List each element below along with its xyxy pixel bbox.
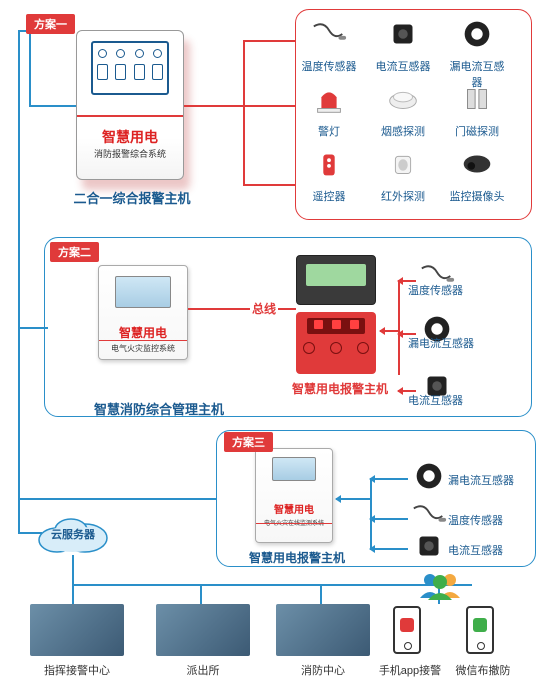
plan1-sensor-label-3: 警灯 xyxy=(298,123,360,139)
plan2-sensor-label-2: 电流互感器 xyxy=(408,392,498,408)
plan3-sensor-label-2: 电流互感器 xyxy=(448,542,528,558)
plan1-bus-r2 xyxy=(243,105,295,107)
plan1-sensor-3 xyxy=(310,83,348,115)
plan1-bus-r1 xyxy=(243,40,295,42)
plan1-sensor-label-7: 红外探测 xyxy=(372,188,434,204)
plan1-host-sub: 消防报警综合系统 xyxy=(77,147,183,160)
trunk-to-p2 xyxy=(18,327,48,329)
bottom-label-1: 派出所 xyxy=(156,662,250,678)
cloud-label: 云服务器 xyxy=(35,526,111,542)
plan1-sensor-0 xyxy=(310,18,348,50)
plan2-sensor-label-0: 温度传感器 xyxy=(408,282,498,298)
plan1-sensor-label-0: 温度传感器 xyxy=(298,58,360,74)
bottom-label-4: 微信布撤防 xyxy=(448,662,518,678)
plan2-mid-red xyxy=(296,312,376,374)
bottom-tile-2 xyxy=(276,604,370,656)
plan3-rbus-in xyxy=(336,498,370,500)
plan2-badge: 方案二 xyxy=(50,242,99,262)
bottom-label-2: 消防中心 xyxy=(276,662,370,678)
plan1-sensor-label-8: 监控摄像头 xyxy=(446,188,508,204)
plan1-sensor-4 xyxy=(384,83,422,115)
plan3-sensor-label-1: 温度传感器 xyxy=(448,512,528,528)
bottom-label-3: 手机app接警 xyxy=(375,662,445,678)
plan1-sensor-label-4: 烟感探测 xyxy=(372,123,434,139)
plan2-mid-label: 智慧用电报警主机 xyxy=(290,380,390,397)
plan3-sensor-0 xyxy=(410,460,448,492)
plan3-sline-0 xyxy=(370,478,408,480)
bottom-tile-1 xyxy=(156,604,250,656)
plan1-sensor-2 xyxy=(458,18,496,50)
cloud-server: 云服务器 xyxy=(35,512,111,560)
plan3-host: 智慧用电 电气火灾在线监测系统 xyxy=(255,448,333,543)
plan2-bus xyxy=(188,308,296,310)
plan3-badge: 方案三 xyxy=(224,432,273,452)
plan1-sensor-label-5: 门磁探测 xyxy=(446,123,508,139)
plan1-sensor-6 xyxy=(310,148,348,180)
plan2-host-title: 智慧用电 xyxy=(99,324,187,341)
bottom-bus xyxy=(72,584,472,586)
plan2-host-label: 智慧消防综合管理主机 xyxy=(84,399,234,418)
trunk-p1-side xyxy=(29,30,31,106)
plan1-sensor-8 xyxy=(458,148,496,180)
plan3-sline-1 xyxy=(370,518,408,520)
plan3-host-label: 智慧用电报警主机 xyxy=(242,549,352,566)
b-drop-2 xyxy=(200,584,202,604)
plan2-rbus xyxy=(398,280,400,375)
plan2-mid-panel xyxy=(296,255,376,305)
trunk-v xyxy=(18,30,20,532)
plan1-sensor-label-6: 遥控器 xyxy=(298,188,360,204)
plan3-host-title: 智慧用电 xyxy=(256,501,332,516)
bottom-phone-4 xyxy=(466,606,494,654)
plan1-bus-v xyxy=(243,40,245,185)
plan1-host-title: 智慧用电 xyxy=(77,127,183,147)
plan3-host-sub: 电气火灾在线监测系统 xyxy=(256,518,332,527)
plan3-sline-2 xyxy=(370,548,408,550)
bottom-label-0: 指挥接警中心 xyxy=(30,662,124,678)
plan2-bus-label: 总线 xyxy=(250,300,278,317)
bottom-phone-3 xyxy=(393,606,421,654)
plan1-badge: 方案一 xyxy=(26,14,75,34)
plan3-sensor-label-0: 漏电流互感器 xyxy=(448,472,528,488)
plan3-sensor-1 xyxy=(410,500,448,532)
plan3-sensor-2 xyxy=(410,530,448,562)
plan2-host-sub: 电气火灾监控系统 xyxy=(99,343,187,354)
plan3-rbus xyxy=(370,478,372,550)
plan1-bus-r3 xyxy=(243,184,295,186)
plan2-host: 智慧用电 电气火灾监控系统 xyxy=(98,265,188,360)
plan1-sensor-label-1: 电流互感器 xyxy=(372,58,434,74)
bottom-tile-0 xyxy=(30,604,124,656)
plan1-sensor-7 xyxy=(384,148,422,180)
plan2-sensor-label-1: 漏电流互感器 xyxy=(408,335,498,351)
b-drop-3 xyxy=(320,584,322,604)
people-icon xyxy=(418,572,462,603)
trunk-to-p1 xyxy=(29,105,76,107)
plan1-host-label: 二合一综合报警主机 xyxy=(66,188,198,207)
trunk-to-p3 xyxy=(18,498,216,500)
plan1-host: 智慧用电 消防报警综合系统 xyxy=(76,30,184,180)
plan1-sensor-1 xyxy=(384,18,422,50)
plan1-sensor-5 xyxy=(458,83,496,115)
cloud-down xyxy=(72,555,74,604)
plan1-bus-h xyxy=(184,105,244,107)
